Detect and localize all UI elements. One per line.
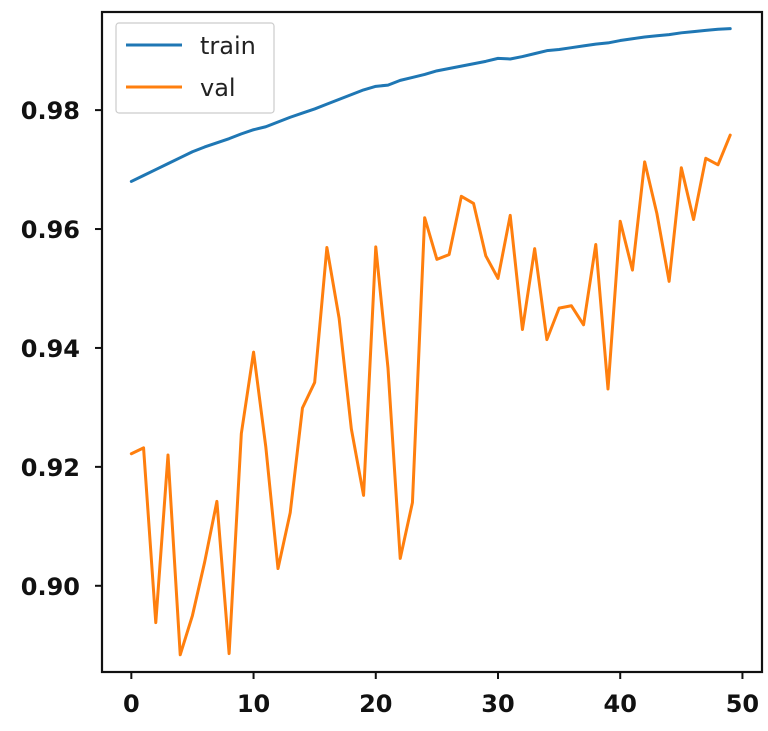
x-tick-label: 0 (123, 690, 140, 718)
x-tick-label: 20 (359, 690, 392, 718)
legend-label-train: train (200, 32, 256, 60)
x-tick-label: 50 (726, 690, 759, 718)
y-tick-label: 0.96 (21, 216, 80, 244)
x-axis: 0 10 20 30 40 50 (123, 672, 759, 718)
x-tick-label: 40 (604, 690, 637, 718)
series-line-train (129, 27, 732, 183)
y-axis: 0.90 0.92 0.94 0.96 0.98 (21, 97, 102, 601)
y-tick-label: 0.92 (21, 454, 80, 482)
y-tick-label: 0.98 (21, 97, 80, 125)
y-tick-label: 0.90 (21, 573, 80, 601)
series-line-val (129, 133, 732, 657)
x-tick-label: 30 (481, 690, 514, 718)
legend-label-val: val (200, 74, 236, 102)
y-tick-label: 0.94 (21, 335, 80, 363)
plot-area-frame (100, 10, 764, 674)
legend: train val (115, 22, 275, 114)
plot-lines (129, 27, 732, 657)
x-tick-label: 10 (237, 690, 270, 718)
